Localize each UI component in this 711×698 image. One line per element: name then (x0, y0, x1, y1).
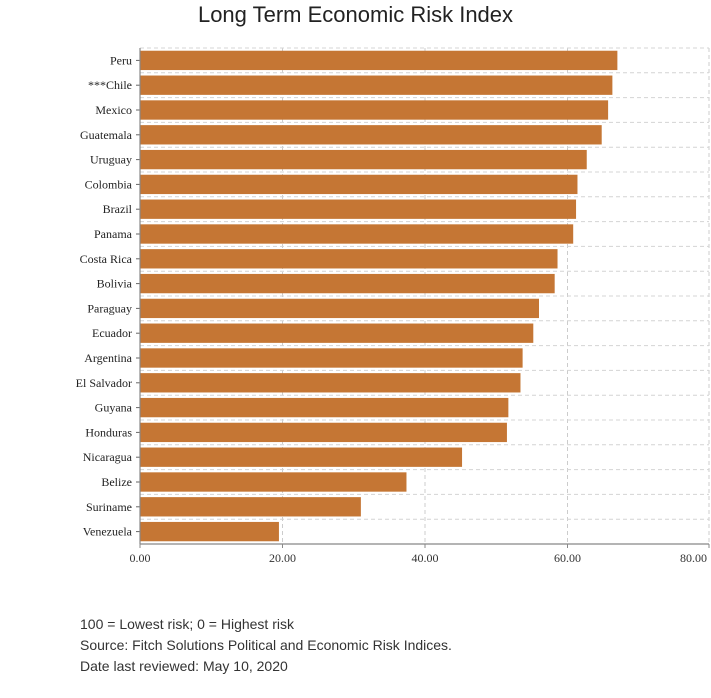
bar-5 (140, 174, 578, 195)
category-label-14: Guyana (95, 401, 133, 415)
note-date-reviewed: Date last reviewed: May 10, 2020 (80, 658, 288, 674)
bar-17 (140, 472, 407, 492)
bar-2 (140, 100, 609, 120)
category-label-5: Colombia (85, 177, 133, 191)
category-label-18: Suriname (86, 500, 132, 514)
category-label-9: Bolivia (97, 277, 133, 291)
bar-14 (140, 397, 509, 418)
category-label-16: Nicaragua (83, 450, 133, 464)
x-tick-label-2: 40.00 (412, 551, 439, 565)
x-tick-label-0: 0.00 (130, 551, 151, 565)
category-label-0: Peru (110, 53, 132, 67)
bar-11 (140, 323, 534, 343)
bar-12 (140, 348, 523, 368)
bar-10 (140, 298, 539, 319)
bar-13 (140, 373, 521, 393)
bar-0 (140, 50, 618, 71)
chart-title: Long Term Economic Risk Index (197, 2, 514, 27)
bar-chart: Peru ***Chile Mexico Guatemala Uruguay Colomb… (76, 47, 710, 565)
category-label-12: Argentina (84, 351, 132, 365)
bars (140, 50, 618, 542)
bar-19 (140, 521, 279, 542)
category-label-1: ***Chile (88, 78, 132, 92)
note-source: Source: Fitch Solutions Political and Ec… (80, 637, 452, 653)
x-tick-label-4: 80.00 (680, 551, 707, 565)
bar-15 (140, 422, 507, 443)
category-label-15: Honduras (85, 425, 132, 439)
bar-16 (140, 447, 463, 467)
grid (140, 47, 710, 545)
axes (136, 48, 710, 548)
category-label-7: Panama (94, 227, 133, 241)
x-tick-label-1: 20.00 (269, 551, 296, 565)
bar-6 (140, 199, 577, 219)
bar-18 (140, 497, 361, 517)
bar-9 (140, 273, 555, 294)
category-label-6: Brazil (103, 202, 133, 216)
bar-1 (140, 75, 613, 95)
category-label-19: Venezuela (83, 525, 133, 539)
category-label-8: Costa Rica (80, 252, 133, 266)
bar-8 (140, 249, 558, 269)
x-tick-label-3: 60.00 (554, 551, 581, 565)
note-risk-scale: 100 = Lowest risk; 0 = Highest risk (80, 616, 294, 632)
category-label-17: Belize (101, 475, 132, 489)
bar-3 (140, 125, 602, 145)
chart-notes: 100 = Lowest risk; 0 = Highest risk Sour… (80, 614, 452, 677)
category-label-3: Guatemala (80, 128, 133, 142)
tick-labels: 0.00 20.00 40.00 60.00 80.00 (130, 551, 708, 565)
category-label-13: El Salvador (76, 376, 132, 390)
category-label-10: Paraguay (87, 301, 132, 315)
category-label-11: Ecuador (92, 326, 132, 340)
category-label-2: Mexico (95, 103, 132, 117)
bar-4 (140, 149, 587, 170)
bar-7 (140, 224, 574, 244)
category-labels: Peru ***Chile Mexico Guatemala Uruguay Colomb… (76, 53, 133, 538)
category-label-4: Uruguay (90, 153, 132, 167)
